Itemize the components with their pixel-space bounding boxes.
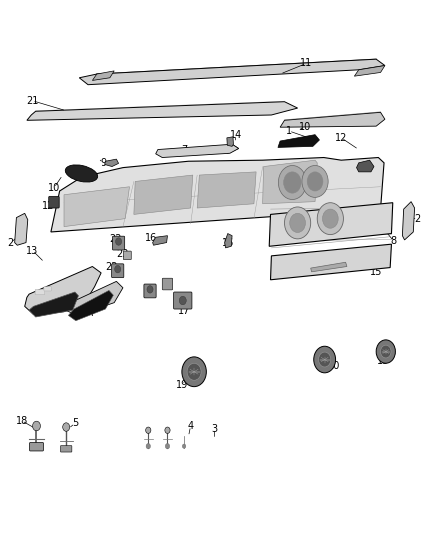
Circle shape — [165, 443, 170, 449]
FancyBboxPatch shape — [29, 442, 43, 451]
Text: 4: 4 — [187, 421, 194, 431]
FancyBboxPatch shape — [144, 284, 156, 298]
FancyBboxPatch shape — [49, 196, 59, 208]
Circle shape — [302, 165, 328, 197]
Circle shape — [307, 172, 323, 191]
Circle shape — [116, 238, 122, 245]
Circle shape — [179, 296, 186, 305]
Polygon shape — [65, 281, 123, 316]
Circle shape — [182, 444, 186, 448]
Polygon shape — [134, 175, 193, 214]
Text: 16: 16 — [222, 238, 234, 247]
Polygon shape — [280, 112, 385, 127]
Text: 20: 20 — [327, 361, 339, 371]
Text: 12: 12 — [42, 201, 54, 211]
Polygon shape — [25, 266, 101, 314]
Circle shape — [322, 209, 338, 228]
Text: 11: 11 — [300, 59, 312, 68]
Circle shape — [182, 357, 206, 386]
Polygon shape — [197, 172, 256, 208]
Circle shape — [147, 286, 153, 293]
Polygon shape — [271, 244, 392, 280]
Circle shape — [317, 203, 343, 235]
Polygon shape — [354, 66, 385, 76]
Text: 9: 9 — [100, 158, 106, 168]
Circle shape — [376, 340, 396, 364]
FancyBboxPatch shape — [113, 236, 125, 250]
Polygon shape — [92, 71, 114, 80]
Text: 12: 12 — [335, 133, 347, 143]
Polygon shape — [14, 213, 28, 245]
Text: 18: 18 — [15, 416, 28, 426]
Text: 15: 15 — [370, 267, 382, 277]
Circle shape — [290, 213, 305, 232]
Text: 21: 21 — [26, 95, 38, 106]
Polygon shape — [155, 144, 239, 158]
Text: 2: 2 — [7, 238, 14, 247]
Text: 17: 17 — [178, 305, 190, 316]
Text: 13: 13 — [26, 246, 39, 255]
Polygon shape — [225, 233, 232, 248]
Text: 8: 8 — [391, 236, 397, 246]
FancyBboxPatch shape — [112, 264, 124, 278]
Circle shape — [314, 346, 336, 373]
Circle shape — [279, 165, 306, 199]
Polygon shape — [357, 160, 374, 172]
Text: 7: 7 — [181, 144, 187, 155]
FancyBboxPatch shape — [162, 278, 173, 290]
Polygon shape — [79, 59, 385, 85]
Circle shape — [381, 345, 391, 358]
Text: 2: 2 — [414, 214, 421, 224]
Text: 10: 10 — [299, 122, 311, 132]
Polygon shape — [263, 160, 317, 204]
Circle shape — [115, 265, 121, 273]
Polygon shape — [105, 159, 119, 166]
FancyBboxPatch shape — [44, 287, 51, 291]
Polygon shape — [278, 135, 319, 148]
Text: 10: 10 — [48, 183, 60, 193]
Text: 3: 3 — [212, 424, 218, 434]
Polygon shape — [51, 158, 384, 232]
Text: 22: 22 — [105, 262, 117, 271]
Text: 22: 22 — [143, 287, 155, 297]
FancyBboxPatch shape — [173, 292, 192, 309]
FancyBboxPatch shape — [60, 446, 72, 452]
FancyBboxPatch shape — [124, 251, 131, 260]
Text: 5: 5 — [72, 418, 78, 429]
Circle shape — [318, 352, 331, 367]
Text: 23: 23 — [116, 249, 128, 259]
Circle shape — [146, 443, 150, 449]
Circle shape — [165, 427, 170, 433]
Circle shape — [32, 421, 40, 431]
Text: 6: 6 — [163, 280, 170, 290]
Text: 16: 16 — [145, 233, 157, 244]
Text: 19: 19 — [377, 356, 389, 366]
Polygon shape — [227, 137, 233, 147]
Text: 24: 24 — [82, 308, 94, 318]
Ellipse shape — [65, 165, 98, 182]
Text: 22: 22 — [109, 234, 122, 244]
Polygon shape — [311, 262, 347, 272]
Circle shape — [187, 364, 201, 380]
Polygon shape — [68, 290, 113, 321]
Circle shape — [63, 423, 70, 431]
Text: 1: 1 — [286, 126, 292, 136]
Polygon shape — [64, 187, 130, 227]
FancyBboxPatch shape — [35, 289, 45, 295]
Text: 19: 19 — [176, 379, 188, 390]
Circle shape — [146, 427, 151, 433]
Polygon shape — [29, 292, 78, 317]
Circle shape — [285, 207, 311, 239]
Polygon shape — [269, 203, 393, 246]
Text: 14: 14 — [230, 130, 242, 140]
Polygon shape — [27, 102, 297, 120]
Circle shape — [284, 172, 301, 193]
Polygon shape — [152, 236, 167, 245]
Polygon shape — [403, 201, 415, 240]
